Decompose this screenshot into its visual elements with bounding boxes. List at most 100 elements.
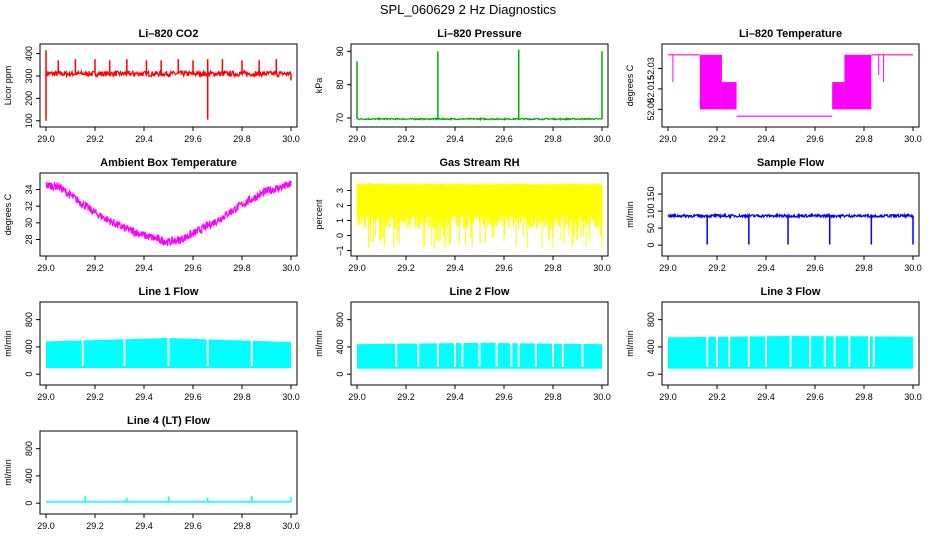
x-tick-label: 29.0 — [37, 134, 55, 144]
panel-9: Line 3 Flow ml/min 29.0 29.2 29.4 29.6 29.8 30.… — [625, 286, 922, 402]
x-tick-label: 29.4 — [446, 134, 464, 144]
x-tick-label: 29.6 — [806, 263, 824, 273]
y-tick-label: 30 — [24, 218, 34, 228]
x-tick-label: 29.0 — [348, 134, 366, 144]
chart-title: Line 1 Flow — [139, 286, 199, 298]
oscillation-band — [844, 54, 872, 110]
plot-frame — [39, 172, 298, 257]
x-tick-label: 29.4 — [757, 392, 775, 402]
flow-gap — [765, 332, 767, 367]
plot-frame — [39, 430, 298, 515]
oscillation-band — [832, 82, 845, 110]
x-tick-label: 29.8 — [233, 134, 251, 144]
series-line — [667, 212, 914, 220]
y-tick-label: 70 — [335, 113, 345, 123]
y-tick-label: 800 — [646, 312, 656, 327]
series — [356, 49, 603, 122]
flow-gap — [495, 338, 498, 367]
y-tick-label: 150 — [646, 187, 656, 202]
y-tick-label: 100 — [24, 113, 34, 128]
x-tick-label: 29.6 — [806, 392, 824, 402]
x-tick-label: 30.0 — [282, 521, 300, 531]
y-axis-label: ml/min — [625, 330, 635, 357]
x-tick-label: 30.0 — [282, 392, 300, 402]
x-tick-label: 29.4 — [757, 263, 775, 273]
x-tick-label: 29.8 — [855, 134, 873, 144]
flow-gap — [789, 332, 792, 367]
x-tick-label: 29.4 — [135, 263, 153, 273]
x-tick-label: 29.2 — [397, 134, 415, 144]
y-axis-label: ml/min — [314, 330, 324, 357]
x-tick-label: 29.4 — [135, 521, 153, 531]
x-tick-label: 30.0 — [282, 134, 300, 144]
flow-gap — [534, 338, 537, 367]
flow-gap — [123, 334, 126, 367]
x-tick-label: 30.0 — [282, 263, 300, 273]
x-tick-label: 29.4 — [135, 134, 153, 144]
x-tick-label: 30.0 — [593, 392, 611, 402]
y-tick-label: 100 — [646, 204, 656, 219]
flow-gap — [436, 338, 439, 367]
flow-gap — [867, 332, 870, 367]
x-tick-label: 29.6 — [495, 392, 513, 402]
x-tick-label: 29.2 — [86, 134, 104, 144]
flow-gap — [581, 338, 584, 367]
x-tick-label: 29.6 — [184, 263, 202, 273]
x-tick-label: 29.6 — [495, 263, 513, 273]
x-tick-label: 29.0 — [348, 263, 366, 273]
x-tick-label: 30.0 — [904, 134, 922, 144]
x-tick-label: 29.8 — [544, 263, 562, 273]
y-axis-label: Licor ppm — [3, 66, 13, 106]
chart-title: Ambient Box Temperature — [100, 157, 237, 169]
y-tick-label: –1 — [335, 245, 345, 255]
y-axis-label: degrees C — [625, 64, 635, 106]
x-tick-label: 30.0 — [904, 392, 922, 402]
x-tick-label: 29.4 — [757, 134, 775, 144]
chart-title: Line 4 (LT) Flow — [127, 415, 210, 427]
x-tick-label: 30.0 — [904, 263, 922, 273]
x-tick-label: 29.8 — [544, 392, 562, 402]
y-tick-label: 300 — [24, 68, 34, 83]
flow-gap — [552, 338, 554, 367]
series-line — [45, 180, 292, 247]
plot-frame — [350, 43, 609, 128]
y-tick-label: 400 — [646, 339, 656, 354]
x-tick-label: 29.2 — [397, 263, 415, 273]
series — [46, 334, 291, 369]
panel-3: Li–820 Temperature degrees C 29.0 29.2 29.4 2… — [625, 28, 922, 144]
x-tick-label: 29.2 — [86, 521, 104, 531]
y-tick-label: 28 — [24, 234, 34, 244]
y-tick-label: 52.00 — [646, 98, 656, 121]
y-tick-label: 2 — [335, 203, 345, 208]
x-tick-label: 29.0 — [659, 134, 677, 144]
panel-5: Gas Stream RH percent 29.0 29.2 29.4 29.6 29.8… — [314, 157, 611, 273]
chart-title: Li–820 Temperature — [739, 28, 842, 40]
y-axis-label: kPa — [314, 78, 324, 94]
flow-gap — [833, 332, 836, 367]
series — [46, 495, 292, 503]
series — [356, 183, 603, 249]
figure-title: SPL_060629 2 Hz Diagnostics — [380, 2, 557, 17]
x-tick-label: 29.2 — [708, 134, 726, 144]
series — [357, 338, 602, 369]
flow-gap — [454, 338, 456, 367]
flow-gap — [561, 338, 564, 367]
panel-6: Sample Flow ml/min 29.0 29.2 29.4 29.6 29.8 30.… — [625, 157, 922, 273]
flow-gap — [716, 332, 718, 367]
x-tick-label: 29.8 — [855, 263, 873, 273]
flow-gap — [167, 334, 170, 367]
x-tick-label: 29.0 — [348, 392, 366, 402]
x-tick-label: 29.6 — [184, 521, 202, 531]
flow-gap — [417, 338, 420, 367]
x-tick-label: 29.8 — [544, 134, 562, 144]
panel-1: Li–820 CO2 Licor ppm 29.0 29.2 29.4 29.6 29.8 3… — [3, 28, 300, 144]
series — [668, 54, 913, 117]
y-tick-label: 400 — [24, 468, 34, 483]
x-tick-label: 29.2 — [708, 392, 726, 402]
y-tick-label: 0 — [24, 501, 34, 506]
y-tick-label: 0 — [335, 233, 345, 238]
y-tick-label: 90 — [335, 46, 345, 56]
flow-gap — [872, 332, 875, 367]
series-line — [45, 68, 292, 79]
